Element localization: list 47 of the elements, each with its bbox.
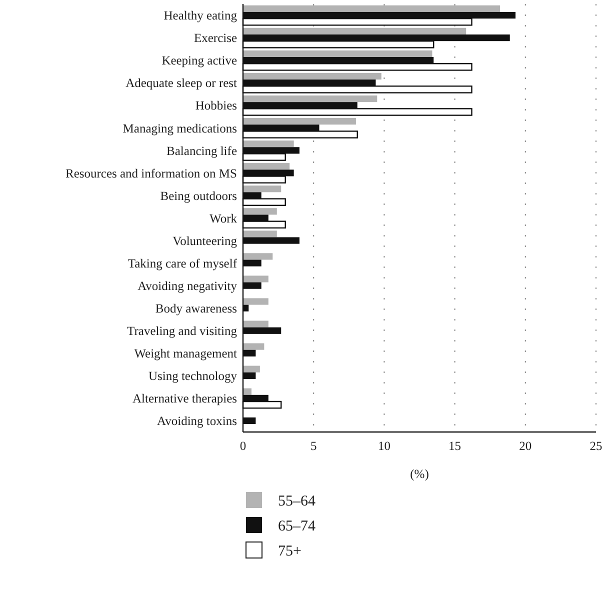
bar [243, 50, 432, 58]
y-tick-label: Resources and information on MS [65, 166, 238, 180]
bar [243, 163, 290, 170]
x-tick-label: 25 [590, 439, 602, 453]
y-tick-label: Exercise [194, 31, 238, 46]
y-tick-label: Healthy eating [164, 8, 238, 23]
y-tick-label: Being outdoors [160, 188, 238, 203]
bar [243, 28, 466, 34]
bar [243, 118, 356, 125]
bar [243, 343, 264, 350]
y-tick-label: Avoiding negativity [138, 278, 238, 293]
bar [243, 95, 378, 102]
bar [243, 186, 282, 192]
bar [243, 5, 500, 12]
bar [243, 366, 260, 372]
legend-label: 65–74 [278, 518, 316, 534]
x-tick-label: 0 [240, 439, 246, 453]
x-tick-label: 15 [448, 439, 462, 453]
bar [243, 72, 382, 80]
bar [243, 298, 268, 305]
y-tick-label: Alternative therapies [132, 392, 238, 406]
y-tick-label: Using technology [148, 369, 238, 384]
y-tick-label: Taking care of myself [128, 256, 238, 270]
bar [243, 140, 294, 148]
x-tick-label: 10 [378, 439, 390, 453]
bar [243, 276, 268, 282]
y-tick-label: Body awareness [155, 301, 238, 316]
y-tick-label: Traveling and visiting [127, 324, 238, 338]
y-tick-label: Weight management [134, 346, 238, 361]
y-tick-label: Work [210, 211, 238, 226]
bar [243, 388, 252, 395]
y-tick-label: Balancing life [166, 144, 238, 158]
x-tick-label: 20 [519, 439, 532, 453]
bar [243, 230, 277, 238]
legend-label: 55–64 [278, 493, 316, 510]
y-tick-label: Keeping active [162, 54, 238, 68]
x-tick-label: 5 [310, 439, 317, 453]
x-axis-title: (%) [410, 467, 429, 481]
y-tick-label: Hobbies [195, 98, 238, 113]
y-tick-label: Adequate sleep or rest [126, 76, 238, 90]
y-tick-label: Volunteering [172, 234, 238, 248]
bar [243, 320, 268, 328]
bar [243, 208, 277, 215]
legend-label: 75+ [278, 543, 302, 560]
y-tick-label: Managing medications [122, 121, 238, 136]
y-tick-label: Avoiding toxins [157, 414, 238, 428]
bar [243, 253, 273, 260]
